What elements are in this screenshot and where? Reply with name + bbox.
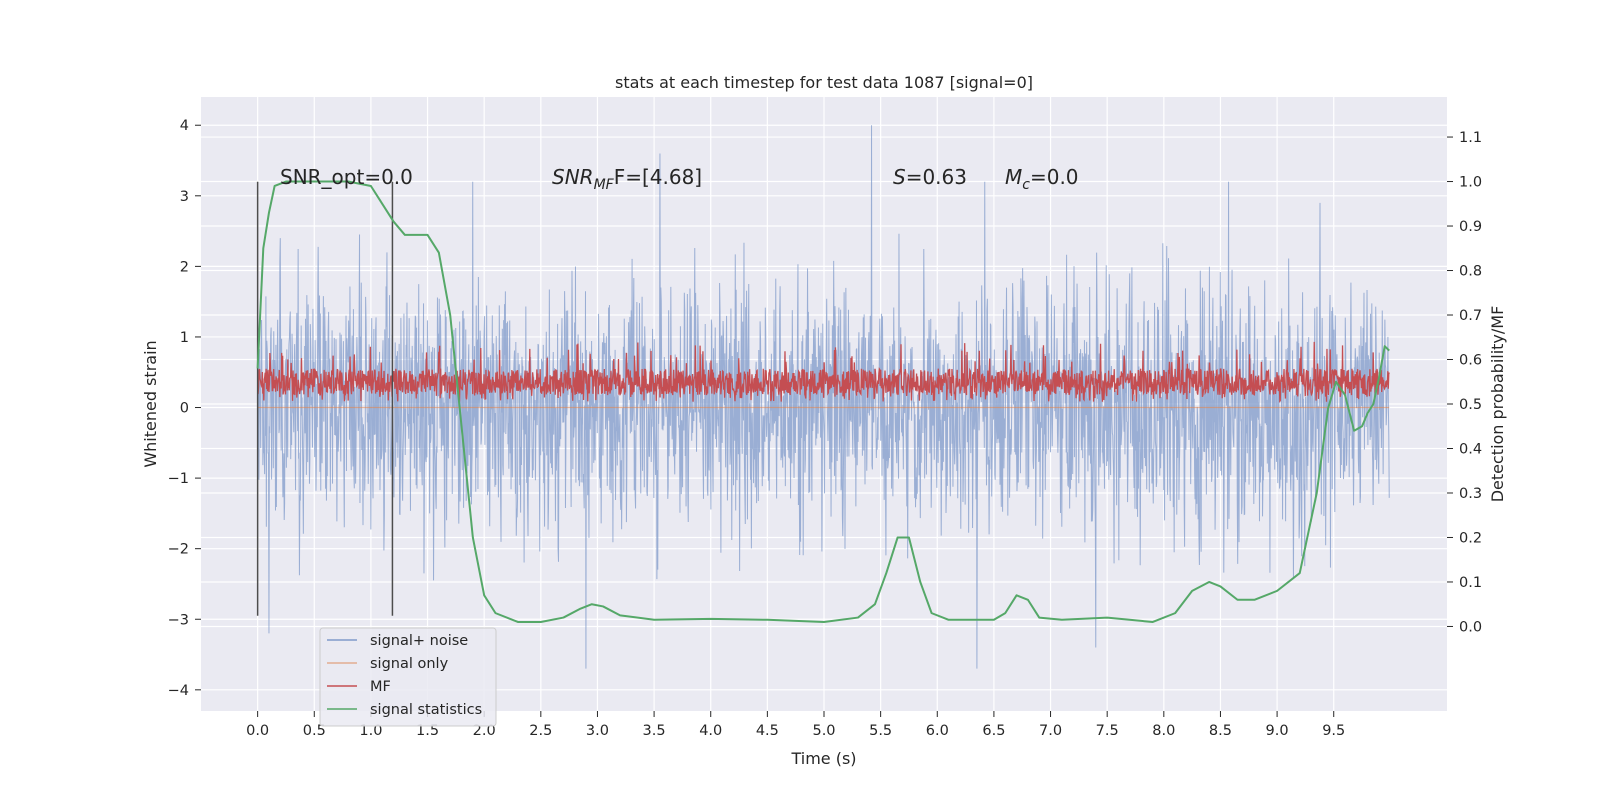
chart-title: stats at each timestep for test data 108… bbox=[615, 73, 1033, 92]
y-tick-label: 1 bbox=[180, 330, 189, 346]
mc-base: M bbox=[1005, 165, 1022, 189]
x-tick-label: 3.5 bbox=[643, 723, 666, 739]
x-tick-label: 6.5 bbox=[982, 723, 1005, 739]
x-tick-label: 4.0 bbox=[699, 723, 722, 739]
s-value: =0.63 bbox=[906, 165, 967, 189]
x-tick-label: 5.5 bbox=[869, 723, 892, 739]
snr-mf-tail: F=[4.68] bbox=[614, 165, 702, 189]
y-tick-label: −3 bbox=[168, 612, 189, 628]
y-tick-label: −4 bbox=[168, 683, 189, 699]
legend-label-signal-statistics: signal statistics bbox=[370, 702, 482, 718]
y2-axis-ticks: 1.1 1.0 0.9 0.8 0.7 0.6 0.5 0.4 0.3 0.2 0.1 0.0 bbox=[1447, 130, 1482, 635]
x-tick-label: 0.5 bbox=[303, 723, 326, 739]
annotation-mc: Mc=0.0 bbox=[1005, 165, 1079, 193]
mf-series bbox=[256, 341, 1390, 403]
annotation-s: S=0.63 bbox=[893, 165, 967, 189]
legend-label-signal-noise: signal+ noise bbox=[370, 633, 468, 649]
x-tick-label: 6.0 bbox=[926, 723, 949, 739]
x-tick-label: 9.0 bbox=[1266, 723, 1289, 739]
mf-line bbox=[256, 341, 1390, 403]
signal-statistics-line bbox=[256, 180, 1390, 624]
x-tick-label: 2.5 bbox=[529, 723, 552, 739]
signal-noise-series bbox=[257, 125, 1390, 669]
annotation-snr-mf: SNRMFF=[4.68] bbox=[552, 165, 702, 193]
y2-tick-label: 0.9 bbox=[1459, 219, 1482, 235]
window-markers bbox=[256, 181, 394, 616]
x-tick-label: 1.5 bbox=[416, 723, 439, 739]
y-axis-label: Whitened strain bbox=[141, 340, 160, 467]
y-tick-label: 0 bbox=[180, 401, 189, 417]
x-tick-label: 8.5 bbox=[1209, 723, 1232, 739]
x-tick-label: 7.5 bbox=[1096, 723, 1119, 739]
signal-noise-line bbox=[257, 125, 1390, 669]
y-tick-label: 2 bbox=[180, 259, 189, 275]
y-tick-label: −1 bbox=[168, 471, 189, 487]
y-tick-label: 3 bbox=[180, 189, 189, 205]
y2-tick-label: 1.0 bbox=[1459, 175, 1482, 191]
y2-tick-label: 0.5 bbox=[1459, 397, 1482, 413]
y2-tick-label: 0.0 bbox=[1459, 619, 1482, 635]
mc-sub: c bbox=[1022, 177, 1030, 193]
x-tick-label: 3.0 bbox=[586, 723, 609, 739]
x-tick-label: 1.0 bbox=[359, 723, 382, 739]
y2-tick-label: 0.8 bbox=[1459, 264, 1482, 280]
snr-mf-base: SNR bbox=[552, 165, 594, 189]
x-tick-label: 9.5 bbox=[1322, 723, 1345, 739]
x-tick-label: 2.0 bbox=[473, 723, 496, 739]
x-tick-label: 7.0 bbox=[1039, 723, 1062, 739]
y2-tick-label: 0.1 bbox=[1459, 575, 1482, 591]
legend: signal+ noise signal only MF signal stat… bbox=[319, 627, 497, 727]
signal-statistics-series bbox=[256, 180, 1390, 624]
x-axis-label: Time (s) bbox=[790, 749, 856, 768]
mc-value: =0.0 bbox=[1030, 165, 1079, 189]
x-tick-label: 4.5 bbox=[756, 723, 779, 739]
y2-tick-label: 0.6 bbox=[1459, 353, 1482, 369]
x-tick-label: 0.0 bbox=[246, 723, 269, 739]
y2-tick-label: 0.2 bbox=[1459, 530, 1482, 546]
y-tick-label: −2 bbox=[168, 542, 189, 558]
x-tick-label: 5.0 bbox=[812, 723, 835, 739]
x-axis-ticks: 0.0 0.5 1.0 1.5 2.0 2.5 3.0 3.5 4.0 4.5 5.0 5.5 6.0 6… bbox=[246, 711, 1345, 739]
legend-box bbox=[319, 627, 497, 727]
s-label: S bbox=[893, 165, 906, 189]
y2-tick-label: 0.3 bbox=[1459, 486, 1482, 502]
y2-tick-label: 0.4 bbox=[1459, 441, 1482, 457]
annotation-snr-opt: SNR_opt=0.0 bbox=[280, 165, 413, 189]
snr-mf-sub: MF bbox=[594, 177, 615, 193]
y-axis-ticks: 4 3 2 1 0 −1 −2 −3 −4 bbox=[168, 118, 201, 699]
legend-label-mf: MF bbox=[370, 679, 391, 695]
legend-label-signal-only: signal only bbox=[370, 656, 449, 672]
y-tick-label: 4 bbox=[180, 118, 189, 134]
y2-axis-label: Detection probability/MF bbox=[1488, 306, 1507, 503]
x-tick-label: 8.0 bbox=[1152, 723, 1175, 739]
y2-tick-label: 1.1 bbox=[1459, 130, 1482, 146]
y2-tick-label: 0.7 bbox=[1459, 308, 1482, 324]
